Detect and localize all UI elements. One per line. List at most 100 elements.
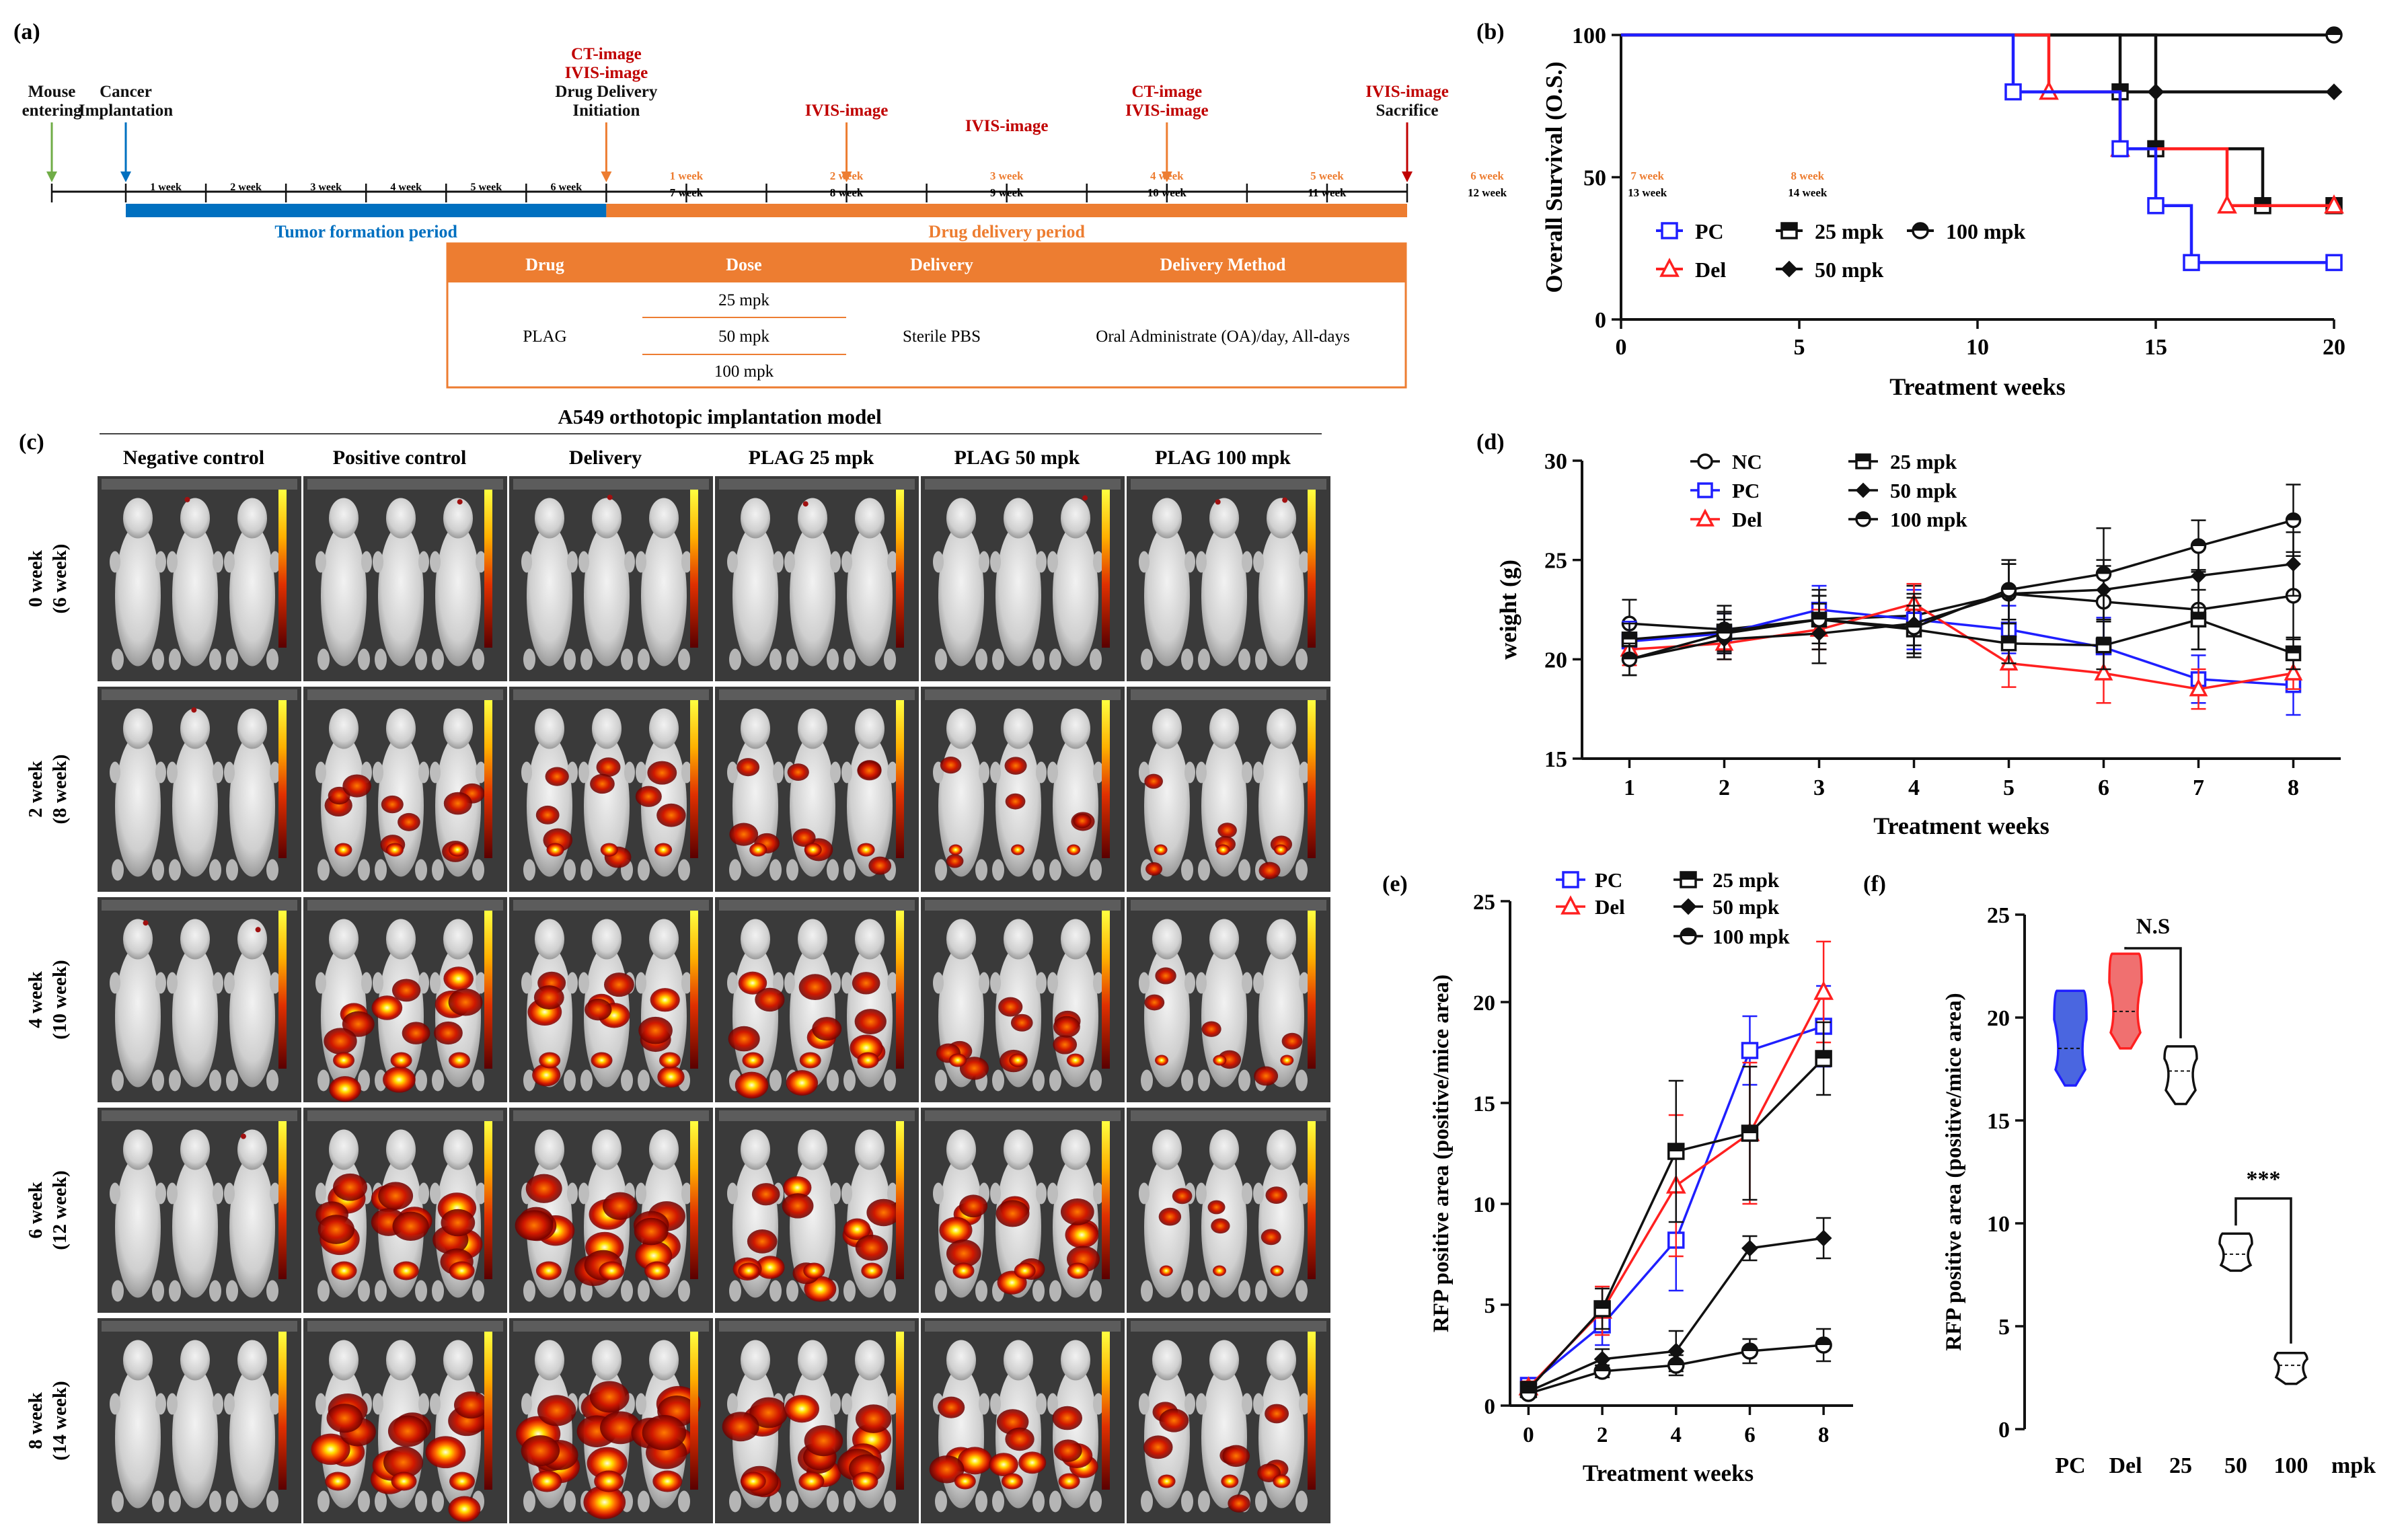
y-axis-label: RFP positive area (positive/mice area): [1429, 975, 1454, 1332]
mouse-paw: [415, 1069, 427, 1092]
weight-line-100-mpk: [1629, 519, 2294, 661]
mouse: [430, 1129, 486, 1302]
mouse-paw: [1299, 1393, 1310, 1415]
timeline-pre-week: 1 week: [150, 182, 182, 193]
mouse-paw: [155, 1182, 166, 1205]
tumor-signal: [1005, 793, 1026, 810]
rfp-point: [1741, 1239, 1758, 1257]
ivis-platform: [925, 689, 1121, 700]
timeline-arrowhead: [841, 171, 852, 182]
tumor-signal: [1073, 813, 1092, 829]
ivis-platform: [719, 900, 915, 911]
mouse: [1196, 1340, 1252, 1513]
tumor-signal: [392, 1211, 429, 1241]
mouse-paw: [1299, 761, 1310, 784]
ivis-scale-bar: [1308, 490, 1316, 648]
tumor-signal: [1172, 1188, 1193, 1205]
mouse-body: [1201, 735, 1247, 877]
mouse-paw: [226, 859, 238, 881]
tumor-signal: [537, 1395, 576, 1426]
mouse-paw: [830, 1182, 841, 1205]
survival-point-fill: [2148, 141, 2163, 149]
mouse-paw: [224, 551, 235, 573]
mouse: [574, 1129, 638, 1302]
mouse-head: [329, 708, 359, 749]
mouse-paw: [155, 972, 166, 994]
ivis-platform: [513, 479, 709, 490]
tumor-signal: [642, 1415, 687, 1451]
tumor-signal: [329, 1076, 361, 1102]
tumor-signal: [799, 1052, 821, 1069]
mouse-paw: [1198, 859, 1210, 881]
mouse-head: [386, 1129, 416, 1170]
mouse-paw: [678, 1490, 690, 1513]
mouse: [727, 919, 785, 1099]
background-speck: [191, 707, 197, 713]
tumor-signal: [449, 1261, 475, 1281]
mouse-paw: [270, 1182, 280, 1205]
x-category-label: 50: [2224, 1453, 2247, 1478]
weight-point-fill: [2097, 638, 2111, 646]
x-tick-label: 2: [1597, 1423, 1608, 1447]
mouse-paw: [887, 1393, 898, 1415]
mouse-paw: [418, 1393, 429, 1415]
mouse-paw: [887, 972, 898, 994]
mouse: [315, 498, 372, 671]
mouse-paw: [578, 972, 589, 994]
mouse-head: [237, 498, 267, 539]
mouse-paw: [1032, 1280, 1045, 1302]
mouse-body: [1258, 1156, 1304, 1298]
ivis-cell: [715, 687, 919, 892]
mouse: [841, 708, 898, 881]
mouse-paw: [1141, 1490, 1153, 1513]
timeline-post-week: 12 week: [1468, 186, 1507, 199]
mouse-head: [237, 708, 267, 749]
mouse-head: [1209, 708, 1239, 749]
mouse-body: [1258, 946, 1304, 1087]
mouse-head: [592, 919, 622, 960]
x-tick-label: 15: [2144, 335, 2167, 360]
weight-point: [2094, 662, 2113, 681]
weight-point-fill: [1622, 652, 1636, 660]
timeline-top-week: 5 week: [1310, 169, 1344, 182]
survival-point: [2217, 194, 2237, 214]
mouse: [1047, 708, 1104, 881]
mouse-paw: [727, 972, 738, 994]
rfp-point-fill: [1521, 1386, 1536, 1393]
mouse: [727, 498, 784, 671]
mouse-paw: [375, 859, 387, 881]
mouse-paw: [990, 551, 1001, 573]
weight-point-fill: [2002, 636, 2016, 644]
rfp-point-fill: [1816, 1051, 1832, 1059]
ivis-platform: [925, 479, 1121, 490]
ivis-platform: [1131, 1110, 1326, 1121]
mouse-body: [115, 1367, 161, 1508]
weight-point-fill: [1907, 621, 1921, 628]
mouse-paw: [152, 648, 164, 671]
mouse-paw: [1093, 972, 1104, 994]
tumor-signal: [317, 1215, 355, 1244]
mouse-paw: [112, 1490, 124, 1513]
mouse-paw: [1093, 1182, 1104, 1205]
mouse-paw: [636, 972, 646, 994]
legend-marker-fill: [1681, 929, 1696, 936]
mouse-body: [229, 525, 275, 666]
mouse-body: [1201, 525, 1247, 666]
mouse-paw: [636, 551, 646, 573]
mouse-head: [592, 1340, 622, 1381]
mouse: [1047, 1129, 1104, 1302]
weight-line-25-mpk: [1629, 618, 2294, 655]
mouse: [521, 708, 578, 881]
mouse-paw: [521, 972, 532, 994]
row-label-line2: (14 week): [49, 1381, 71, 1460]
x-tick-label: 2: [1719, 775, 1730, 800]
tumor-signal: [1280, 1055, 1294, 1066]
mouse: [636, 498, 692, 671]
timeline-top-week: 1 week: [670, 169, 704, 182]
mouse: [990, 919, 1047, 1092]
legend-label: 50 mpk: [1890, 479, 1957, 502]
mouse-paw: [1198, 1069, 1210, 1092]
mouse-paw: [827, 1069, 839, 1092]
mouse-paw: [1299, 972, 1310, 994]
timeline-arrowhead: [1402, 171, 1413, 182]
